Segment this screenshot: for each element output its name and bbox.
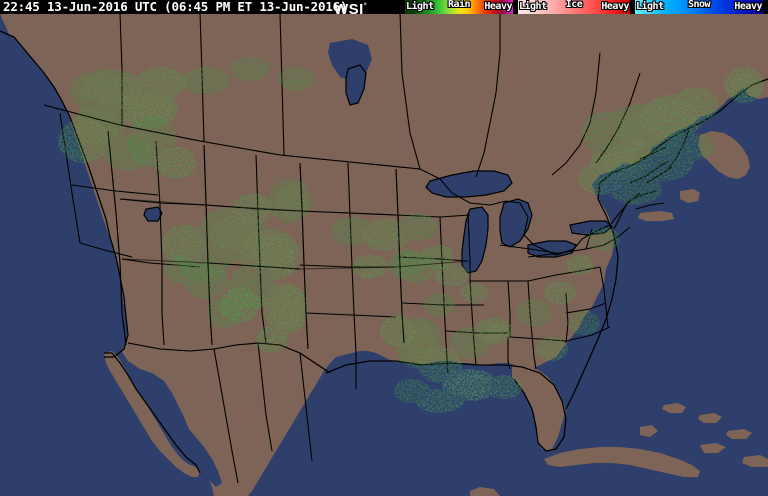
legend-group-rain[interactable]: Light Rain Heavy [405,0,513,14]
atlantic-ocean [500,81,768,496]
echo-canada-scattered [356,93,578,182]
legend-snow-heavy-label: Heavy [734,1,762,12]
legend-ice-type-label: Ice [565,0,583,10]
bahamas-islands [640,403,768,467]
radar-echo-layer [30,29,764,489]
political-borders-overlay [43,104,469,374]
echo-southeast [516,227,620,361]
wsi-logo-mark: ° [363,3,367,10]
legend-ice-heavy-label: Heavy [601,1,629,12]
great-salt-lake [143,206,163,222]
wsi-logo-text: WSI [334,1,364,18]
echo-florida [532,380,560,433]
legend-rain-type-label: Rain [447,0,471,10]
legend-group-ice[interactable]: Light Ice Heavy [518,0,630,14]
legend-gradient-ice [518,0,630,14]
legend-snow-light-label: Light [636,1,664,12]
echo-northeast [578,67,764,205]
baja-california [104,351,200,477]
long-island [638,211,674,221]
legend-gradient-rain [405,0,513,14]
yucatan-peninsula [470,487,500,496]
echo-gulf-coast [380,315,522,413]
precipitation-legend: Light Rain Heavy Light Ice Heavy Light S… [405,0,768,14]
map-svg [0,13,768,496]
lake-erie [527,240,577,258]
cape-cod [680,189,700,203]
legend-ice-light-label: Light [519,1,547,12]
legend-snow-type-label: Snow [687,0,711,10]
echo-white-specks [100,176,235,193]
wsi-logo: WSI° [334,0,367,17]
echo-northern-rockies [128,57,314,179]
echo-snow-specks [30,29,596,489]
pacific-ocean [0,31,128,359]
legend-gradient-snow [635,0,763,14]
echo-caribbean [536,446,642,471]
legend-rain-light-label: Light [406,1,434,12]
echo-midwest [392,251,488,317]
timestamp-label: 22:45 13-Jun-2016 UTC (06:45 PM ET 13-Ju… [3,0,348,14]
header-bar: 22:45 13-Jun-2016 UTC (06:45 PM ET 13-Ju… [0,0,768,17]
legend-rain-heavy-label: Heavy [484,1,512,12]
legend-group-snow[interactable]: Light Snow Heavy [635,0,763,14]
radar-map-canvas[interactable] [0,13,768,496]
gulf-of-california [124,361,222,487]
